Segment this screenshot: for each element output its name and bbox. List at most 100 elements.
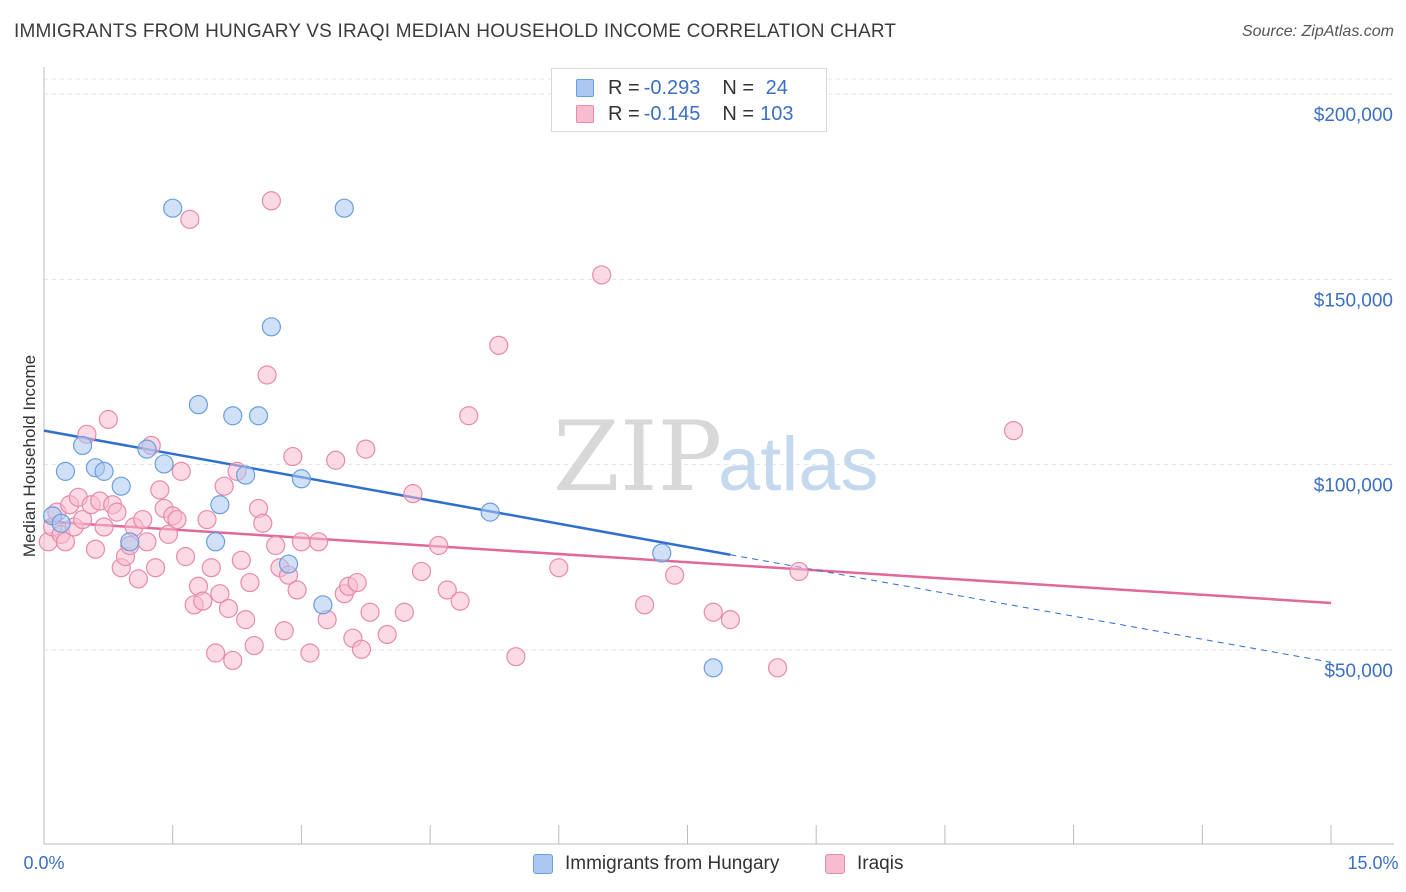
iraqis-point [411, 561, 432, 582]
hungary-point [188, 395, 209, 415]
iraqis-point [308, 532, 329, 552]
iraqis-point [459, 406, 479, 426]
iraqis-point [326, 450, 346, 470]
x-tick-label: 0.0% [23, 853, 64, 873]
chart-title: IMMIGRANTS FROM HUNGARY VS IRAQI MEDIAN … [14, 21, 897, 42]
iraqis-point [506, 647, 526, 667]
hungary-point [278, 554, 299, 574]
iraqis-point [145, 558, 166, 578]
hungary-point [120, 532, 140, 552]
y-tick-label: $150,000 [1314, 290, 1393, 311]
iraqis-point [85, 539, 106, 559]
iraqis-point [720, 610, 741, 630]
data-points [38, 191, 1024, 678]
hungary-point [137, 439, 157, 459]
iraqis-legend-label: Iraqis [857, 853, 904, 874]
iraqis-point [300, 643, 320, 663]
hungary-point [163, 198, 183, 218]
y-tick-label: $100,000 [1314, 476, 1393, 497]
hungary-point [73, 435, 93, 456]
bottom-legend-hungary: Immigrants from Hungary [533, 851, 779, 877]
hungary-point [223, 406, 243, 426]
hungary-point [703, 658, 723, 678]
iraqis-point [261, 191, 281, 211]
hungary-point [236, 465, 256, 485]
hungary-point [51, 513, 71, 533]
iraqis-point [356, 439, 376, 459]
iraqis-point [767, 658, 788, 678]
source-label: Source: ZipAtlas.com [1241, 23, 1394, 40]
iraqis-point [450, 591, 470, 611]
iraqis-point [634, 595, 655, 615]
iraqis-point [175, 547, 196, 567]
iraqis-point [128, 569, 148, 589]
legend-row-hungary: R = -0.293 N = 24 [576, 75, 788, 101]
hungary-point [480, 502, 500, 522]
legend-r-label: R = [608, 76, 640, 99]
iraqis-point [351, 639, 372, 659]
iraqis-swatch [576, 105, 594, 123]
hungary-point [206, 532, 226, 552]
hungary-point [313, 595, 333, 615]
iraqis-point [206, 643, 226, 663]
iraqis-point [360, 602, 380, 622]
x-tick-label: 15.0% [1347, 853, 1398, 873]
watermark-atlas: atlas [718, 422, 879, 507]
iraqis-point [94, 517, 114, 537]
iraqis-point [231, 550, 251, 570]
legend-n-value: 103 [760, 102, 794, 125]
correlation-legend: R = -0.293 N = 24 R = -0.145 N = 103 [551, 68, 827, 132]
iraqis-point [1003, 421, 1024, 441]
iraqis-point [73, 509, 93, 530]
iraqis-point [197, 509, 217, 530]
legend-n-label: N = [722, 76, 755, 99]
y-axis-title: Median Household Income [20, 355, 39, 557]
hungary-point [111, 476, 131, 496]
legend-r-value: -0.293 [643, 76, 701, 99]
hungary-point [261, 317, 281, 337]
hungary-point [334, 198, 354, 218]
watermark: ZIP atlas [553, 401, 879, 513]
iraqis-point [218, 598, 239, 619]
iraqis-point [257, 365, 277, 385]
hungary-point [94, 461, 114, 481]
iraqis-point [377, 624, 397, 645]
iraqis-point [201, 558, 221, 578]
iraqis-point [167, 509, 187, 530]
iraqis-point [266, 535, 286, 556]
iraqis-point [291, 532, 311, 552]
iraqis-point [347, 572, 367, 593]
hungary-swatch [576, 79, 594, 97]
watermark-zip: ZIP [553, 401, 722, 513]
iraqis-point [223, 650, 243, 671]
hungary-point [291, 469, 311, 489]
iraqis-point [429, 535, 449, 556]
iraqis-point [489, 335, 509, 355]
iraqis-point [703, 602, 723, 622]
legend-r-label: R = [608, 102, 640, 125]
bottom-legend-iraqis: Iraqis [825, 851, 903, 877]
iraqis-point [193, 591, 213, 611]
axes [43, 67, 1394, 845]
iraqis-point [240, 572, 260, 593]
iraqis-point [210, 584, 230, 604]
iraqis-point [592, 265, 612, 285]
iraqis-point [107, 502, 127, 522]
tick-labels: $50,000 $100,000 $150,000 $200,000 0.0% 15.0% [23, 105, 1398, 873]
iraqis-point [549, 558, 569, 578]
iraqis-point [98, 409, 118, 430]
hungary-trend-extension [730, 554, 1332, 663]
iraqis-legend-swatch [825, 854, 845, 874]
iraqis-point [274, 621, 294, 641]
hungary-point [210, 495, 230, 515]
iraqis-point [437, 580, 457, 600]
hungary-point [55, 461, 76, 481]
iraqis-point [403, 484, 423, 504]
iraqis-point [180, 209, 200, 229]
iraqis-point [158, 524, 179, 544]
hungary-point [652, 543, 672, 563]
iraqis-point [150, 480, 170, 500]
iraqis-point [253, 513, 273, 533]
iraqis-point [283, 446, 303, 467]
